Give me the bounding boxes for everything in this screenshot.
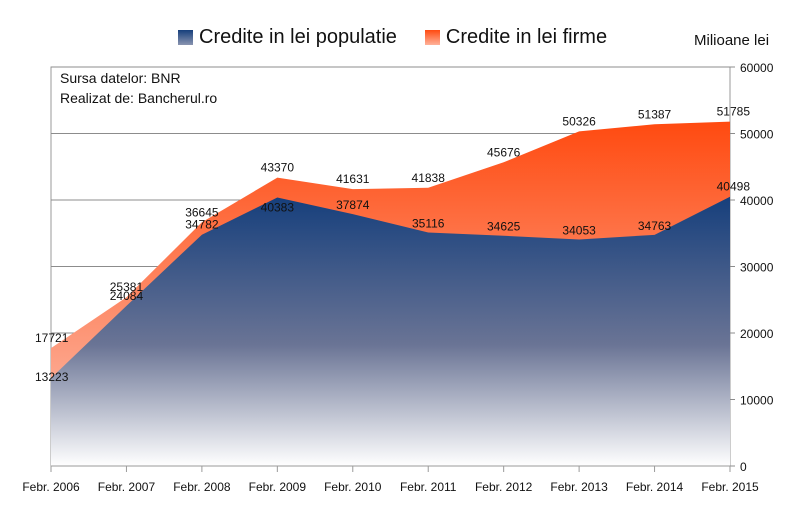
legend-swatch-populatie [178, 30, 193, 45]
legend: Credite in lei populatie Credite in lei … [178, 26, 625, 49]
data-label-populatie: 34053 [562, 224, 596, 238]
data-label-populatie: 34763 [638, 219, 672, 233]
data-label-firme: 50326 [562, 114, 596, 128]
y-tick-label: 50000 [740, 128, 774, 142]
y-tick-label: 10000 [740, 394, 774, 408]
legend-swatch-firme [424, 30, 440, 45]
data-label-firme: 51785 [717, 105, 751, 119]
x-tick-label: Febr. 2014 [626, 480, 684, 494]
data-labels: 17721 25381 36645 43370 41631 41838 45676 50326… [35, 105, 750, 384]
legend-label-populatie: Credite in lei populatie [199, 26, 397, 48]
x-tick-label: Febr. 2010 [324, 480, 382, 494]
source-line: Sursa datelor: BNR [60, 70, 181, 86]
data-label-populatie: 34782 [185, 218, 219, 232]
data-label-firme: 41631 [336, 172, 370, 186]
y-axis-unit-label: Milioane lei [694, 32, 770, 49]
y-tick-label: 60000 [740, 61, 774, 75]
legend-label-firme: Credite in lei firme [445, 26, 608, 48]
x-tick-label: Febr. 2012 [475, 480, 533, 494]
data-label-firme: 43370 [261, 161, 295, 175]
y-tick-label: 40000 [740, 194, 774, 208]
x-tick-label: Febr. 2013 [550, 480, 608, 494]
data-label-firme: 25381 [110, 280, 144, 294]
legend-item-firme: Credite in lei firme [424, 26, 608, 49]
x-tick-label: Febr. 2009 [249, 480, 307, 494]
series-populatie-area [51, 196, 730, 466]
axes: 0 10000 20000 30000 40000 50000 60000 Febr. 200… [22, 61, 773, 494]
data-label-populatie: 13223 [35, 370, 69, 384]
y-tick-label: 0 [740, 460, 747, 474]
data-label-populatie: 40498 [717, 180, 751, 194]
data-label-firme: 41838 [412, 171, 446, 185]
legend-item-populatie: Credite in lei populatie [178, 26, 397, 49]
areas [51, 121, 730, 466]
data-label-firme: 36645 [185, 205, 219, 219]
y-tick-label: 30000 [740, 261, 774, 275]
data-label-firme: 45676 [487, 145, 521, 159]
author-line: Realizat de: Bancherul.ro [60, 90, 218, 106]
data-label-populatie: 24084 [110, 289, 144, 303]
x-tick-label: Febr. 2011 [400, 480, 457, 494]
x-tick-label: Febr. 2015 [701, 480, 759, 494]
data-label-populatie: 35116 [412, 216, 445, 230]
y-tick-label: 20000 [740, 327, 774, 341]
data-label-populatie: 37874 [336, 198, 370, 212]
data-label-populatie: 40383 [261, 200, 295, 214]
data-label-populatie: 34625 [487, 220, 521, 234]
x-tick-label: Febr. 2008 [173, 480, 231, 494]
data-label-firme: 17721 [35, 331, 69, 345]
x-tick-label: Febr. 2006 [22, 480, 80, 494]
data-label-firme: 51387 [638, 107, 672, 121]
x-tick-label: Febr. 2007 [98, 480, 156, 494]
source-annotation: Sursa datelor: BNR Realizat de: Bancheru… [60, 68, 217, 108]
